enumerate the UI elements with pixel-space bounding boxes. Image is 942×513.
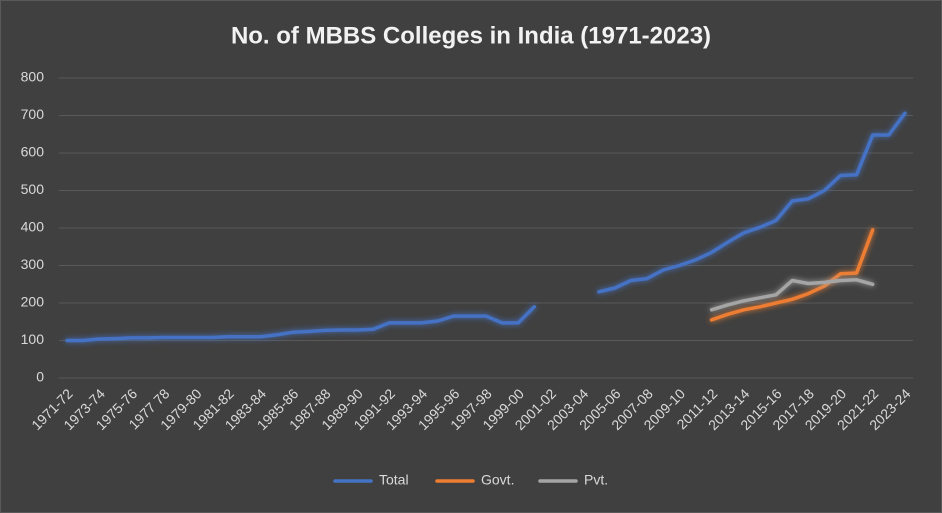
y-tick-label: 200 — [21, 294, 45, 310]
legend-label: Govt. — [481, 472, 514, 488]
y-tick-label: 0 — [36, 369, 44, 385]
series-line — [709, 228, 875, 322]
legend-label: Pvt. — [584, 472, 608, 488]
y-tick-label: 400 — [21, 219, 45, 235]
y-tick-label: 800 — [21, 69, 45, 85]
chart-title: No. of MBBS Colleges in India (1971-2023… — [231, 22, 711, 49]
y-tick-label: 500 — [21, 181, 45, 197]
y-tick-label: 600 — [21, 144, 45, 160]
series-line — [709, 278, 875, 312]
y-tick-label: 300 — [21, 256, 45, 272]
y-tick-label: 100 — [21, 331, 45, 347]
y-tick-label: 700 — [21, 106, 45, 122]
series-line — [65, 111, 907, 343]
legend-label: Total — [379, 472, 409, 488]
